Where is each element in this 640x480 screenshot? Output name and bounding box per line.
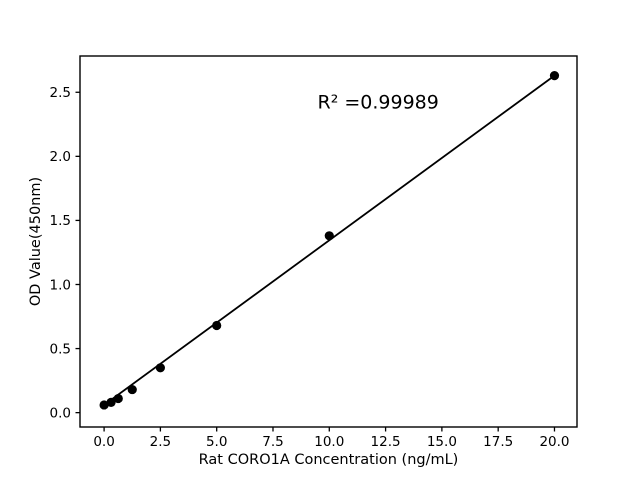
x-tick-label: 17.5 bbox=[483, 434, 513, 450]
data-point bbox=[99, 400, 109, 410]
data-point bbox=[106, 397, 116, 407]
data-point bbox=[155, 363, 165, 373]
y-tick-label: 2.5 bbox=[50, 85, 71, 101]
y-tick-label: 1.5 bbox=[50, 213, 71, 229]
y-tick-label: 1.0 bbox=[50, 277, 71, 293]
x-tick-label: 2.5 bbox=[150, 434, 171, 450]
y-tick-label: 0.0 bbox=[50, 405, 71, 421]
x-tick-label: 5.0 bbox=[206, 434, 227, 450]
x-tick-label: 12.5 bbox=[371, 434, 401, 450]
x-tick-label: 7.5 bbox=[262, 434, 283, 450]
x-tick-label: 15.0 bbox=[427, 434, 457, 450]
data-point bbox=[324, 231, 334, 241]
data-point bbox=[127, 384, 137, 395]
y-tick-label: 0.5 bbox=[50, 341, 71, 357]
data-point bbox=[113, 393, 123, 404]
x-tick-label: 10.0 bbox=[314, 434, 344, 450]
r-squared-annotation: R² =0.99989 bbox=[318, 92, 439, 114]
data-point bbox=[549, 71, 560, 81]
y-tick-label: 2.0 bbox=[50, 149, 71, 165]
data-point bbox=[212, 320, 222, 331]
y-axis-label: OD Value(450nm) bbox=[28, 177, 44, 306]
x-tick-label: 0.0 bbox=[93, 434, 114, 450]
x-tick-label: 20.0 bbox=[539, 434, 569, 450]
x-axis-label: Rat CORO1A Concentration (ng/mL) bbox=[199, 452, 459, 468]
